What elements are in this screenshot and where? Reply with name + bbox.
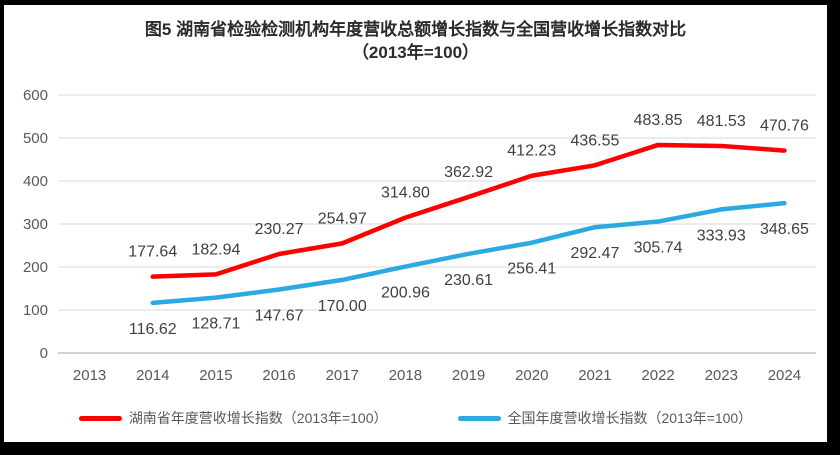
data-label: 182.94 [191,241,240,258]
data-label: 230.27 [255,221,304,238]
blue-line-swatch-icon [457,415,501,421]
x-axis-tick-label: 2019 [452,367,485,384]
data-label: 147.67 [255,308,304,325]
legend-label-hunan: 湖南省年度营收增长指数（2013年=100） [128,410,388,426]
x-axis-tick-label: 2016 [262,367,295,384]
data-label: 412.23 [507,143,556,160]
y-axis-tick-label: 600 [23,87,48,104]
data-label: 470.76 [760,118,809,135]
data-label: 481.53 [697,113,746,130]
chart-title-line1: 图5 湖南省检验检测机构年度营收总额增长指数与全国营收增长指数对比 [144,20,687,39]
data-label: 177.64 [128,244,177,261]
y-axis-tick-label: 100 [23,302,48,319]
x-axis-tick-label: 2017 [326,367,359,384]
data-label: 170.00 [318,298,367,315]
chart-canvas: 图5 湖南省检验检测机构年度营收总额增长指数与全国营收增长指数对比 （2013年… [4,5,827,442]
x-axis-tick-label: 2020 [515,367,548,384]
data-label: 128.71 [191,316,240,333]
data-label: 200.96 [381,285,430,302]
data-label: 436.55 [570,132,619,149]
x-axis-tick-label: 2014 [136,367,169,384]
data-label: 333.93 [697,227,746,244]
x-axis-tick-label: 2023 [705,367,738,384]
data-label: 254.97 [318,210,367,227]
x-axis-tick-label: 2021 [578,367,611,384]
data-label: 348.65 [760,221,809,238]
y-axis-tick-label: 0 [40,345,48,362]
y-axis-tick-label: 500 [23,130,48,147]
chart-title-line2: （2013年=100） [351,43,480,62]
data-label: 230.61 [444,272,493,289]
y-axis-tick-label: 400 [23,173,48,190]
plot-area: 0 100 200 300 400 500 600 2013 2014 2015 2016 2017 2… [4,5,827,442]
chart-title: 图5 湖南省检验检测机构年度营收总额增长指数与全国营收增长指数对比 （2013年… [4,18,827,64]
data-label: 314.80 [381,185,430,202]
x-axis-tick-label: 2018 [389,367,422,384]
legend-label-national: 全国年度营收增长指数（2013年=100） [507,410,753,426]
x-axis-tick-label: 2024 [768,367,801,384]
legend-item-national: 全国年度营收增长指数（2013年=100） [457,408,753,428]
data-label: 362.92 [444,164,493,181]
data-label: 256.41 [507,261,556,278]
data-label: 305.74 [634,240,683,257]
x-axis-tick-label: 2013 [73,367,106,384]
series-line [150,200,787,306]
data-label: 483.85 [634,112,683,129]
y-axis-tick-label: 300 [23,216,48,233]
data-label: 116.62 [129,321,177,338]
series-line [150,142,787,279]
chart-legend: 湖南省年度营收增长指数（2013年=100） 全国年度营收增长指数（2013年=… [4,408,827,428]
x-axis-tick-label: 2022 [641,367,674,384]
x-axis-tick-label: 2015 [199,367,232,384]
data-label: 292.47 [570,245,619,262]
chart-svg: 0 100 200 300 400 500 600 2013 2014 2015 2016 2017 2… [23,87,816,384]
red-line-swatch-icon [78,415,122,421]
legend-item-hunan: 湖南省年度营收增长指数（2013年=100） [78,408,388,428]
y-axis-tick-label: 200 [23,259,48,276]
